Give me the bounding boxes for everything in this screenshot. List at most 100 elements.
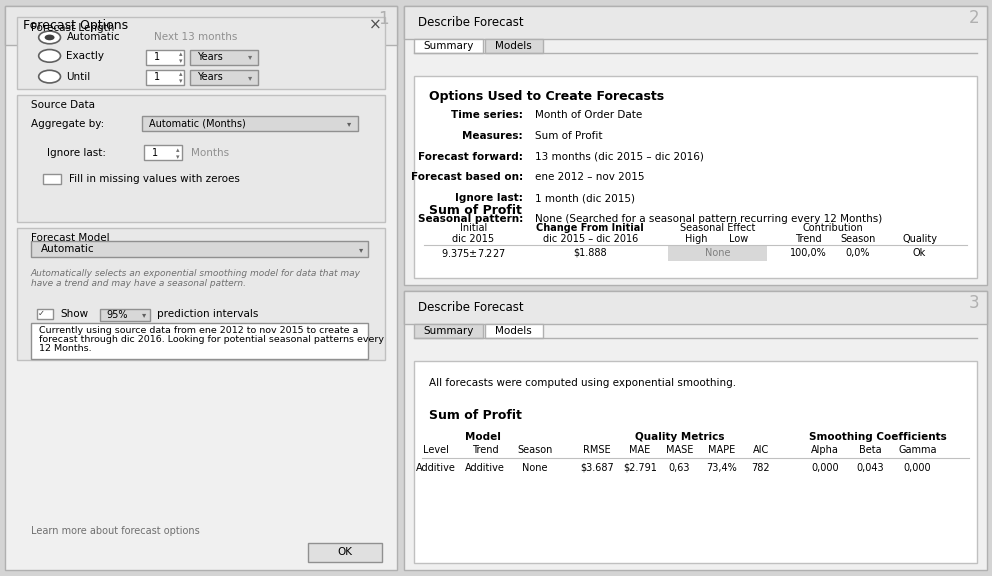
Bar (144, 145, 182, 160)
Text: MASE: MASE (666, 445, 693, 456)
Text: Quality: Quality (902, 234, 937, 244)
Text: Fill in missing values with zeroes: Fill in missing values with zeroes (69, 174, 240, 184)
Text: Ok: Ok (913, 248, 927, 258)
Bar (404, 6, 987, 285)
Bar (414, 324, 483, 338)
Text: Describe Forecast: Describe Forecast (418, 16, 523, 29)
Text: Automatic (Months): Automatic (Months) (149, 119, 246, 129)
Text: 12 Months.: 12 Months. (39, 344, 91, 353)
Text: Months: Months (191, 147, 229, 158)
Text: Currently using source data from ene 2012 to nov 2015 to create a: Currently using source data from ene 201… (39, 325, 358, 335)
Text: Years: Years (197, 72, 223, 82)
Text: dic 2015: dic 2015 (452, 234, 494, 244)
Bar (100, 309, 150, 321)
Text: 100,0%: 100,0% (790, 248, 827, 258)
Text: ▾: ▾ (347, 119, 351, 128)
Text: Forecast Model: Forecast Model (31, 233, 109, 243)
Text: 0,043: 0,043 (856, 463, 884, 473)
Bar (190, 50, 258, 65)
Text: None: None (705, 248, 730, 258)
Text: Trend: Trend (472, 445, 498, 456)
Text: MAE: MAE (629, 445, 651, 456)
Text: 0,000: 0,000 (904, 463, 931, 473)
Text: Gamma: Gamma (899, 445, 936, 456)
Text: Ignore last:: Ignore last: (47, 147, 105, 158)
Text: 0,0%: 0,0% (846, 248, 870, 258)
Text: ▾: ▾ (142, 310, 146, 320)
Text: $2.791: $2.791 (623, 463, 657, 473)
Text: Models: Models (495, 41, 533, 51)
Text: Sum of Profit: Sum of Profit (429, 410, 522, 422)
Bar (146, 50, 184, 65)
Text: forecast through dic 2016. Looking for potential seasonal patterns every: forecast through dic 2016. Looking for p… (39, 335, 384, 344)
Text: Time series:: Time series: (451, 110, 523, 120)
Text: ▾: ▾ (248, 73, 252, 82)
Text: Forecast Length: Forecast Length (31, 22, 114, 33)
Text: prediction intervals: prediction intervals (157, 309, 258, 319)
Bar (404, 291, 987, 570)
Text: 782: 782 (752, 463, 770, 473)
Text: Exactly: Exactly (66, 51, 104, 61)
Text: 95%: 95% (106, 310, 128, 320)
Text: Summary: Summary (424, 41, 473, 51)
Text: Learn more about forecast options: Learn more about forecast options (31, 526, 199, 536)
Bar (5, 6, 397, 45)
Text: Change From Initial: Change From Initial (537, 222, 644, 233)
Text: Models: Models (495, 326, 533, 336)
Text: Sum of Profit: Sum of Profit (429, 204, 522, 217)
Text: ▴: ▴ (179, 71, 183, 77)
Bar (308, 543, 382, 562)
Bar (43, 174, 61, 184)
Circle shape (39, 50, 61, 62)
Text: Ignore last:: Ignore last: (455, 193, 523, 203)
Text: Seasonal Effect: Seasonal Effect (681, 222, 755, 233)
Text: Alpha: Alpha (811, 445, 839, 456)
Text: ×: × (369, 18, 382, 33)
Text: 1: 1 (154, 52, 160, 62)
Bar (485, 324, 543, 338)
Text: ▴: ▴ (176, 147, 180, 153)
Bar (414, 76, 977, 278)
Bar (17, 228, 385, 360)
Text: ▾: ▾ (179, 58, 183, 64)
Text: 2: 2 (968, 9, 979, 27)
Text: Contribution: Contribution (803, 222, 864, 233)
Text: ▾: ▾ (179, 78, 183, 84)
Text: 0,000: 0,000 (811, 463, 839, 473)
Text: Automatic: Automatic (66, 32, 120, 43)
Text: Low: Low (729, 234, 749, 244)
Text: ene 2012 – nov 2015: ene 2012 – nov 2015 (535, 172, 644, 183)
Bar (31, 241, 368, 257)
Text: ▴: ▴ (179, 51, 183, 57)
Bar (404, 291, 987, 324)
Text: 1: 1 (154, 72, 160, 82)
Bar (404, 6, 987, 39)
Text: MAPE: MAPE (707, 445, 735, 456)
Circle shape (45, 35, 55, 40)
Text: Summary: Summary (424, 326, 473, 336)
Text: $1.888: $1.888 (573, 248, 607, 258)
Text: dic 2015 – dic 2016: dic 2015 – dic 2016 (543, 234, 638, 244)
Text: None (Searched for a seasonal pattern recurring every 12 Months): None (Searched for a seasonal pattern re… (535, 214, 882, 224)
Text: RMSE: RMSE (583, 445, 611, 456)
Text: Describe Forecast: Describe Forecast (418, 301, 523, 314)
Text: Initial: Initial (459, 222, 487, 233)
Circle shape (39, 31, 61, 44)
Bar (146, 70, 184, 85)
Text: $3.687: $3.687 (580, 463, 614, 473)
Text: Aggregate by:: Aggregate by: (31, 119, 104, 129)
Text: Additive: Additive (416, 463, 455, 473)
Text: ▾: ▾ (359, 245, 363, 254)
Text: Smoothing Coefficients: Smoothing Coefficients (809, 432, 946, 442)
Text: Automatically selects an exponential smoothing model for data that may: Automatically selects an exponential smo… (31, 269, 361, 278)
Text: Source Data: Source Data (31, 100, 95, 111)
Text: 13 months (dic 2015 – dic 2016): 13 months (dic 2015 – dic 2016) (535, 151, 703, 162)
Text: Years: Years (197, 52, 223, 62)
Bar (31, 323, 368, 359)
Bar (414, 361, 977, 563)
Text: Forecast Options: Forecast Options (23, 19, 128, 32)
Bar (142, 116, 358, 131)
Bar (485, 39, 543, 53)
Text: $9.375 ±  $7.227: $9.375 ± $7.227 (440, 247, 506, 259)
Text: Month of Order Date: Month of Order Date (535, 110, 642, 120)
